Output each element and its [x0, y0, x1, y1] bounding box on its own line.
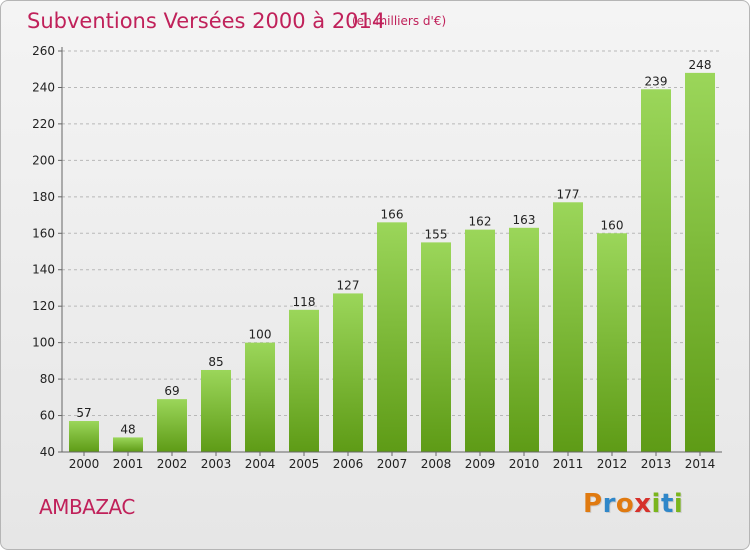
value-label: 69	[164, 384, 179, 398]
bar-2000	[69, 421, 99, 452]
bar-2014	[685, 72, 715, 452]
x-tick-label: 2011	[553, 457, 584, 471]
chart-title: Subventions Versées 2000 à 2014	[27, 9, 386, 33]
value-label: 163	[513, 213, 536, 227]
value-label: 160	[601, 218, 624, 232]
value-label: 100	[249, 328, 272, 342]
logo-letter: r	[602, 489, 616, 519]
x-tick-label: 2013	[641, 457, 672, 471]
x-tick-label: 2010	[509, 457, 540, 471]
logo-letter: P	[583, 489, 603, 519]
y-tick-label: 60	[40, 409, 55, 423]
value-label: 239	[645, 74, 668, 88]
x-tick-label: 2001	[113, 457, 144, 471]
x-tick-label: 2004	[245, 457, 276, 471]
value-label: 48	[120, 422, 135, 436]
y-tick-label: 200	[32, 153, 55, 167]
y-tick-label: 140	[32, 263, 55, 277]
labels: 40 60 80 100 120 140 160 180 200 220 240 260 57 2000 4…	[32, 44, 715, 471]
y-tick-label: 260	[32, 44, 55, 58]
value-label: 155	[425, 227, 448, 241]
logo-letter: i	[651, 489, 661, 519]
x-tick-label: 2014	[685, 457, 716, 471]
value-label: 248	[689, 58, 712, 72]
x-tick-label: 2003	[201, 457, 232, 471]
bar-2004	[245, 342, 275, 452]
y-tick-label: 80	[40, 372, 55, 386]
y-tick-label: 120	[32, 299, 55, 313]
y-tick-label: 40	[40, 445, 55, 459]
y-tick-label: 100	[32, 336, 55, 350]
logo-letter: t	[660, 489, 674, 519]
bar-2001	[113, 437, 143, 452]
x-tick-label: 2008	[421, 457, 452, 471]
x-tick-label: 2012	[597, 457, 628, 471]
chart-subtitle: (en milliers d'€)	[352, 14, 447, 28]
y-tick-label: 160	[32, 226, 55, 240]
axes	[58, 47, 722, 456]
bar-2005	[289, 309, 319, 452]
bar-2002	[157, 399, 187, 452]
bar-2003	[201, 369, 231, 452]
logo-letter: x	[634, 489, 652, 519]
value-label: 118	[293, 295, 316, 309]
bar-2012	[597, 233, 627, 452]
bar-2007	[377, 222, 407, 452]
bars	[69, 72, 715, 452]
y-tick-label: 180	[32, 190, 55, 204]
x-tick-label: 2000	[69, 457, 100, 471]
value-label: 85	[208, 355, 223, 369]
bar-2010	[509, 227, 539, 452]
x-tick-label: 2007	[377, 457, 408, 471]
bar-2011	[553, 202, 583, 452]
x-tick-label: 2006	[333, 457, 364, 471]
value-label: 177	[557, 187, 580, 201]
bar-2008	[421, 242, 451, 452]
y-tick-label: 240	[32, 80, 55, 94]
value-label: 57	[76, 406, 91, 420]
x-tick-label: 2002	[157, 457, 188, 471]
value-label: 166	[381, 207, 404, 221]
value-label: 162	[469, 215, 492, 229]
bar-2009	[465, 229, 495, 452]
place-name: AMBAZAC	[39, 495, 135, 519]
value-label: 127	[337, 278, 360, 292]
bar-2013	[641, 89, 671, 452]
proxiti-logo: Proxiti	[583, 489, 683, 519]
logo-letter: i	[673, 489, 684, 519]
x-tick-label: 2005	[289, 457, 320, 471]
logo-letter: o	[615, 489, 635, 519]
bar-2006	[333, 293, 363, 452]
y-tick-label: 220	[32, 117, 55, 131]
x-tick-label: 2009	[465, 457, 496, 471]
